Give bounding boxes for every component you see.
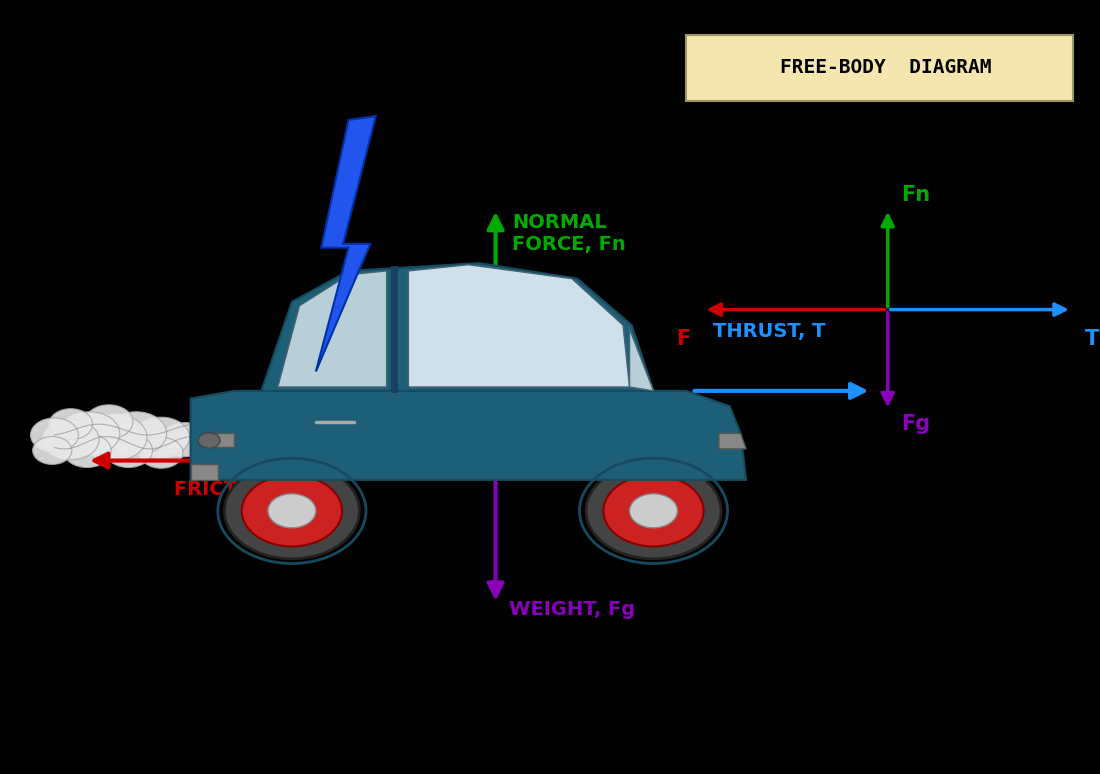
Polygon shape: [718, 433, 746, 449]
Circle shape: [268, 494, 316, 528]
Circle shape: [162, 423, 209, 457]
Circle shape: [604, 475, 704, 546]
FancyBboxPatch shape: [686, 35, 1072, 101]
Circle shape: [586, 463, 720, 559]
Polygon shape: [629, 329, 653, 391]
Circle shape: [629, 494, 678, 528]
Circle shape: [242, 475, 342, 546]
Text: Fg: Fg: [901, 414, 930, 434]
Polygon shape: [190, 391, 746, 480]
Circle shape: [81, 414, 147, 461]
Text: F: F: [676, 329, 691, 349]
Text: NORMAL
FORCE, Fn: NORMAL FORCE, Fn: [512, 213, 626, 254]
Circle shape: [133, 417, 189, 457]
Circle shape: [50, 409, 92, 440]
Circle shape: [43, 420, 99, 460]
Circle shape: [63, 433, 111, 467]
Polygon shape: [277, 271, 387, 387]
Circle shape: [140, 437, 183, 468]
Polygon shape: [316, 116, 376, 372]
Circle shape: [104, 433, 153, 467]
Circle shape: [85, 405, 133, 439]
Polygon shape: [209, 433, 234, 447]
Circle shape: [106, 412, 166, 455]
Text: FRICTION, F: FRICTION, F: [174, 480, 305, 499]
Polygon shape: [262, 263, 653, 391]
Text: Fn: Fn: [901, 185, 930, 205]
Text: T: T: [1085, 329, 1099, 349]
Circle shape: [198, 433, 220, 448]
Circle shape: [224, 463, 360, 559]
Polygon shape: [408, 265, 629, 387]
Circle shape: [33, 437, 72, 464]
Circle shape: [31, 418, 78, 452]
Polygon shape: [190, 464, 218, 480]
Text: WEIGHT, Fg: WEIGHT, Fg: [508, 600, 635, 619]
Text: THRUST, T: THRUST, T: [714, 321, 826, 341]
Circle shape: [58, 412, 120, 455]
Text: FREE-BODY  DIAGRAM: FREE-BODY DIAGRAM: [780, 58, 991, 77]
